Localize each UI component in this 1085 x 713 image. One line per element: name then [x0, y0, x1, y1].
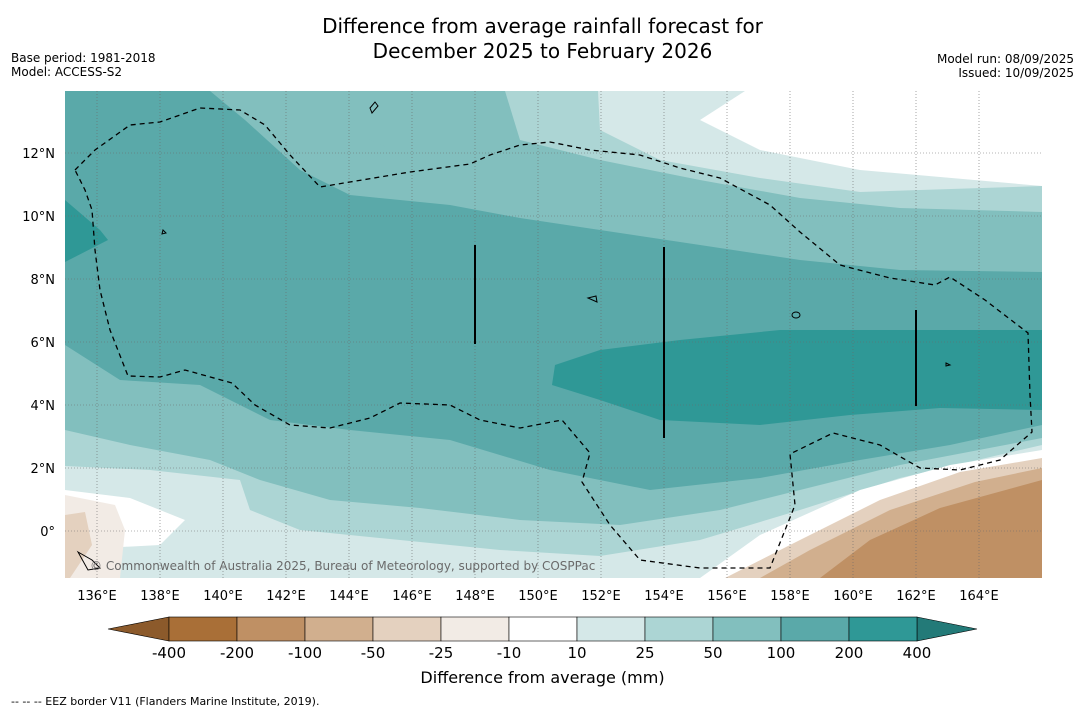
lon-label: 154°E [644, 589, 684, 604]
colorbar-tick: 50 [703, 644, 722, 662]
issued-date: Issued: 10/09/2025 [958, 66, 1074, 80]
colorbar-tick: -200 [220, 644, 254, 662]
rain-band-200-400-west [65, 200, 108, 262]
lon-label: 164°E [959, 589, 999, 604]
colorbar-tick: 200 [835, 644, 864, 662]
lat-label: 6°N [31, 336, 56, 351]
colorbar-under-arrow [107, 616, 170, 642]
eez-solid-boundaries [474, 245, 917, 438]
copyright-text: © Commonwealth of Australia 2025, Bureau… [90, 559, 595, 573]
lon-label: 144°E [329, 589, 369, 604]
title-line-1: Difference from average rainfall forecas… [322, 14, 763, 38]
model-info: Base period: 1981-2018 Model: ACCESS-S2 [11, 51, 156, 79]
lat-label: 10°N [22, 210, 55, 225]
eez-border-dashed [74, 107, 1033, 569]
colorbar-over-arrow [916, 616, 978, 642]
colorbar-cell [780, 616, 850, 642]
colorbar-cell [712, 616, 782, 642]
lon-label: 138°E [140, 589, 180, 604]
lon-label: 146°E [392, 589, 432, 604]
colorbar-cell [440, 616, 510, 642]
colorbar-cell [168, 616, 238, 642]
colorbar: -400 -200 -100 -50 -25 -10 10 25 50 100 … [107, 616, 978, 662]
colorbar-tick: 400 [903, 644, 932, 662]
colorbar-tick: -25 [429, 644, 454, 662]
colorbar-tick: 100 [767, 644, 796, 662]
title-line-2: December 2025 to February 2026 [372, 39, 713, 63]
rain-band-200-400-central [552, 330, 1042, 425]
lon-label: 160°E [833, 589, 873, 604]
colorbar-cell [848, 616, 918, 642]
colorbar-cell [508, 616, 578, 642]
lon-label: 142°E [266, 589, 306, 604]
colorbar-tick: -50 [361, 644, 386, 662]
colorbar-tick: -10 [497, 644, 522, 662]
lon-label: 158°E [770, 589, 810, 604]
run-info: Model run: 08/09/2025 Issued: 10/09/2025 [937, 52, 1074, 80]
rain-band-neutral-north [700, 91, 1042, 186]
eez-footnote: -- -- -- EEZ border V11 (Flanders Marine… [11, 695, 320, 708]
lat-label: 0° [40, 525, 55, 540]
colorbar-tick: -400 [152, 644, 186, 662]
longitude-labels: 136°E 138°E 140°E 142°E 144°E 146°E 148°… [77, 589, 999, 604]
colorbar-cells [168, 616, 918, 642]
base-period: Base period: 1981-2018 [11, 51, 156, 65]
lat-label: 4°N [31, 399, 56, 414]
colorbar-cell [236, 616, 306, 642]
colorbar-cell [576, 616, 646, 642]
lat-label: 8°N [31, 273, 56, 288]
colorbar-title: Difference from average (mm) [420, 668, 665, 687]
lat-label: 12°N [22, 147, 55, 162]
colorbar-tick: -100 [288, 644, 322, 662]
lon-label: 136°E [77, 589, 117, 604]
colorbar-tick-labels: -400 -200 -100 -50 -25 -10 10 25 50 100 … [152, 644, 931, 662]
lon-label: 156°E [707, 589, 747, 604]
colorbar-cell [304, 616, 374, 642]
lon-label: 152°E [581, 589, 621, 604]
rain-band-minus25-50-sw [65, 512, 92, 578]
latitude-labels: 12°N 10°N 8°N 6°N 4°N 2°N 0° [22, 147, 55, 540]
lon-label: 162°E [896, 589, 936, 604]
islands [76, 101, 952, 571]
lat-label: 2°N [31, 462, 56, 477]
colorbar-tick: 25 [635, 644, 654, 662]
colorbar-tick: 10 [567, 644, 586, 662]
map-area [65, 91, 1042, 578]
colorbar-cell [372, 616, 442, 642]
lon-label: 150°E [518, 589, 558, 604]
lon-label: 148°E [455, 589, 495, 604]
rain-band-minus100-200-se [820, 480, 1042, 578]
map-title: Difference from average rainfall forecas… [0, 14, 1085, 64]
colorbar-cell [644, 616, 714, 642]
model-name: Model: ACCESS-S2 [11, 65, 123, 79]
lon-label: 140°E [203, 589, 243, 604]
model-run-date: Model run: 08/09/2025 [936, 52, 1074, 66]
